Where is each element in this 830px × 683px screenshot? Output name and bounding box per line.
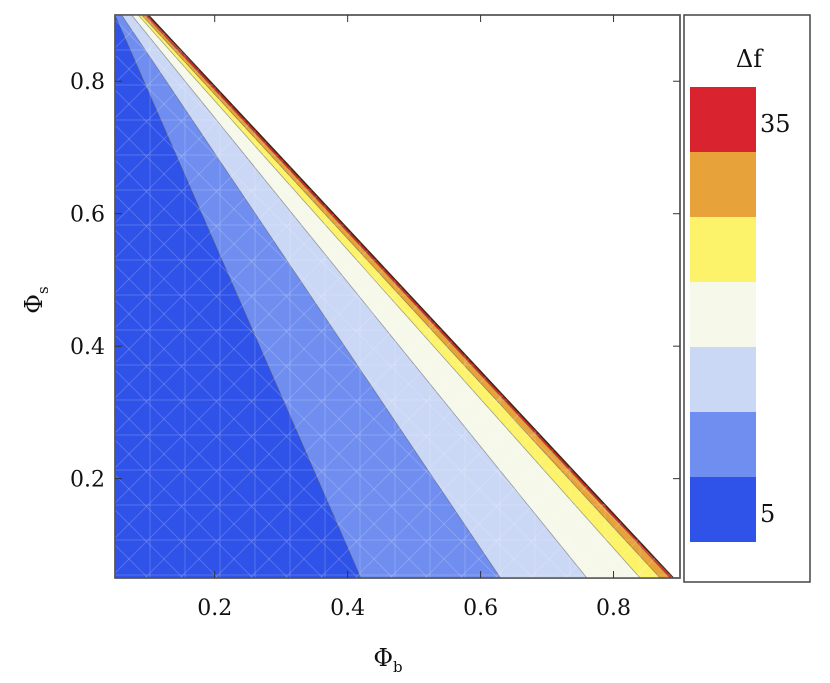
- legend-label: 5: [760, 500, 775, 528]
- legend-title: Δf: [736, 45, 764, 73]
- boundary-line: [147, 14, 674, 579]
- y-axis-label: Φs: [20, 286, 52, 313]
- legend-swatch: [690, 477, 756, 542]
- contour-line-20: [137, 14, 641, 579]
- contour-line-5: [114, 14, 362, 579]
- contour-line-15: [131, 14, 588, 579]
- legend-swatch: [690, 282, 756, 347]
- x-tick-label: 0.8: [596, 596, 631, 621]
- y-tick-label: 0.8: [70, 70, 105, 95]
- axis-ticks: 0.2 0.4 0.6 0.8 0.2 0.4 0.6 0.8: [70, 15, 680, 621]
- x-tick-label: 0.2: [197, 596, 232, 621]
- legend-label: 35: [760, 110, 791, 138]
- x-tick-label: 0.6: [463, 596, 498, 621]
- contour-bands: [114, 14, 674, 579]
- contour-line-30: [144, 14, 671, 579]
- legend-swatches: 35 5: [690, 87, 791, 542]
- y-tick-label: 0.6: [70, 203, 105, 228]
- legend-swatch: [690, 412, 756, 477]
- legend-swatch: [690, 152, 756, 217]
- legend-swatch: [690, 347, 756, 412]
- legend-swatch: [690, 87, 756, 152]
- y-tick-label: 0.4: [70, 335, 105, 360]
- x-axis-label: Φb: [373, 644, 402, 676]
- y-tick-label: 0.2: [70, 468, 105, 493]
- legend-swatch: [690, 217, 756, 282]
- plot-border: [114, 14, 681, 579]
- contour-line-25: [141, 14, 661, 579]
- contour-line-10: [121, 14, 501, 579]
- x-tick-label: 0.4: [330, 596, 365, 621]
